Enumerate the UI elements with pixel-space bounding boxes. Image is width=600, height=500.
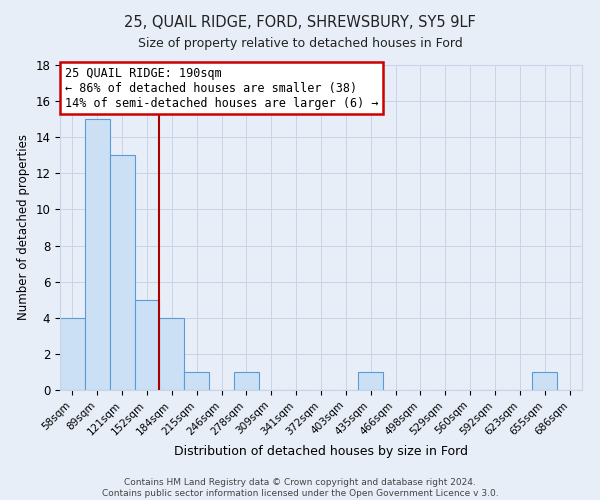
- Bar: [358, 372, 383, 390]
- Text: Size of property relative to detached houses in Ford: Size of property relative to detached ho…: [137, 38, 463, 51]
- Bar: [234, 372, 259, 390]
- Bar: [532, 372, 557, 390]
- Bar: [160, 318, 184, 390]
- Text: 25, QUAIL RIDGE, FORD, SHREWSBURY, SY5 9LF: 25, QUAIL RIDGE, FORD, SHREWSBURY, SY5 9…: [124, 15, 476, 30]
- Bar: [134, 300, 160, 390]
- Text: Contains HM Land Registry data © Crown copyright and database right 2024.
Contai: Contains HM Land Registry data © Crown c…: [101, 478, 499, 498]
- Y-axis label: Number of detached properties: Number of detached properties: [17, 134, 30, 320]
- X-axis label: Distribution of detached houses by size in Ford: Distribution of detached houses by size …: [174, 445, 468, 458]
- Bar: [184, 372, 209, 390]
- Bar: [60, 318, 85, 390]
- Bar: [85, 119, 110, 390]
- Bar: [110, 156, 134, 390]
- Text: 25 QUAIL RIDGE: 190sqm
← 86% of detached houses are smaller (38)
14% of semi-det: 25 QUAIL RIDGE: 190sqm ← 86% of detached…: [65, 66, 379, 110]
